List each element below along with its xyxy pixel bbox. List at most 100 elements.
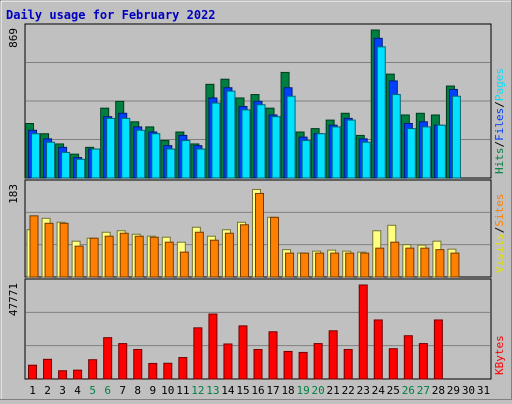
bar-sites-day-1 [29, 215, 39, 278]
x-tick-label-7: 7 [119, 384, 126, 397]
x-tick-label-5: 5 [89, 384, 96, 397]
bar-kbytes-day-28 [433, 319, 443, 380]
x-tick-label-24: 24 [372, 384, 386, 397]
bar-sites-day-19 [300, 252, 310, 278]
bar-pages-day-14 [226, 90, 236, 179]
bar-sites-day-10 [164, 241, 174, 278]
x-tick-label-16: 16 [251, 384, 264, 397]
bar-sites-day-22 [345, 252, 355, 278]
bar-pages-day-10 [166, 148, 176, 179]
legend-part-0: Visits [493, 233, 506, 273]
x-tick-label-10: 10 [161, 384, 174, 397]
bar-sites-day-12 [194, 231, 204, 278]
bar-pages-day-13 [211, 102, 221, 179]
x-tick-label-30: 30 [462, 384, 475, 397]
bar-pages-day-4 [76, 158, 86, 179]
bar-sites-day-13 [209, 239, 219, 278]
chart-title: Daily usage for February 2022 [6, 8, 216, 22]
x-tick-label-23: 23 [357, 384, 370, 397]
bar-sites-day-29 [450, 252, 460, 278]
series-legend-visits-sites: Visits/Sites [493, 194, 506, 274]
legend-part-2: Sites [493, 194, 506, 227]
legend-part-1: / [493, 227, 506, 234]
bar-pages-day-11 [181, 140, 191, 179]
bar-pages-day-8 [136, 129, 146, 179]
bar-kbytes-day-14 [223, 343, 233, 380]
bar-sites-day-3 [59, 222, 69, 278]
bar-pages-day-18 [286, 95, 296, 179]
x-tick-label-20: 20 [312, 384, 325, 397]
series-legend-hits-files-pages: Hits/Files/Pages [493, 68, 506, 174]
x-tick-label-4: 4 [74, 384, 81, 397]
x-tick-label-8: 8 [134, 384, 141, 397]
bar-kbytes-day-1 [28, 364, 38, 380]
bar-pages-day-21 [331, 126, 341, 179]
bar-pages-day-1 [31, 133, 41, 179]
bar-kbytes-day-27 [418, 343, 428, 380]
bar-sites-day-26 [405, 247, 415, 278]
bar-kbytes-day-25 [388, 348, 398, 380]
bar-pages-day-12 [196, 148, 206, 179]
bar-sites-day-7 [119, 232, 129, 278]
bar-pages-day-29 [451, 95, 461, 179]
bar-sites-day-20 [315, 252, 325, 278]
bar-kbytes-day-13 [208, 313, 218, 380]
x-tick-label-6: 6 [104, 384, 111, 397]
legend-part-0: Hits [493, 148, 506, 175]
bar-sites-day-27 [420, 247, 430, 278]
series-legend-kbytes: KBytes [493, 335, 506, 375]
bar-kbytes-day-24 [373, 319, 383, 380]
bar-kbytes-day-15 [238, 325, 248, 380]
bar-kbytes-day-18 [283, 350, 293, 380]
bar-sites-day-23 [360, 252, 370, 278]
bar-pages-day-2 [46, 141, 56, 179]
bar-kbytes-day-19 [298, 351, 308, 380]
bar-sites-day-18 [285, 252, 295, 278]
bar-sites-day-28 [435, 249, 445, 278]
legend-part-1: / [493, 141, 506, 148]
x-tick-label-18: 18 [281, 384, 294, 397]
bar-kbytes-day-5 [88, 359, 98, 380]
bar-sites-day-9 [149, 236, 159, 278]
bar-kbytes-day-23 [358, 284, 368, 380]
bar-sites-day-5 [89, 237, 99, 278]
bar-pages-day-16 [256, 104, 266, 179]
bar-sites-day-16 [255, 192, 264, 278]
bar-sites-day-2 [44, 222, 54, 278]
bar-pages-day-26 [406, 128, 416, 179]
bar-kbytes-day-7 [118, 343, 128, 380]
bar-pages-day-20 [316, 133, 326, 179]
bar-pages-day-17 [271, 116, 281, 179]
bar-kbytes-day-12 [193, 327, 203, 380]
bar-kbytes-day-22 [343, 348, 353, 380]
bar-sites-day-15 [239, 224, 249, 278]
x-tick-label-19: 19 [296, 384, 309, 397]
x-tick-label-28: 28 [432, 384, 445, 397]
bar-kbytes-day-26 [403, 335, 413, 380]
x-tick-label-22: 22 [342, 384, 355, 397]
bar-kbytes-day-20 [313, 343, 323, 380]
bar-sites-day-14 [224, 232, 234, 278]
bar-pages-day-28 [436, 124, 446, 179]
legend-part-4: Pages [493, 68, 506, 101]
bar-kbytes-day-6 [103, 337, 113, 380]
bar-sites-day-25 [390, 241, 400, 278]
bar-pages-day-22 [346, 119, 356, 179]
bar-pages-day-25 [391, 94, 401, 179]
bar-pages-day-5 [91, 148, 101, 179]
x-tick-label-25: 25 [387, 384, 400, 397]
x-tick-label-15: 15 [236, 384, 249, 397]
x-tick-label-1: 1 [29, 384, 36, 397]
bar-kbytes-day-10 [163, 362, 173, 380]
bar-kbytes-day-4 [73, 369, 83, 380]
bar-kbytes-day-8 [133, 348, 143, 380]
ymax-label-kbytes: 47771 [7, 283, 20, 316]
x-tick-label-17: 17 [266, 384, 279, 397]
bar-sites-day-21 [330, 252, 340, 278]
bar-pages-day-24 [376, 46, 386, 179]
x-tick-label-27: 27 [417, 384, 430, 397]
x-tick-label-11: 11 [176, 384, 189, 397]
bar-pages-day-9 [151, 133, 161, 179]
